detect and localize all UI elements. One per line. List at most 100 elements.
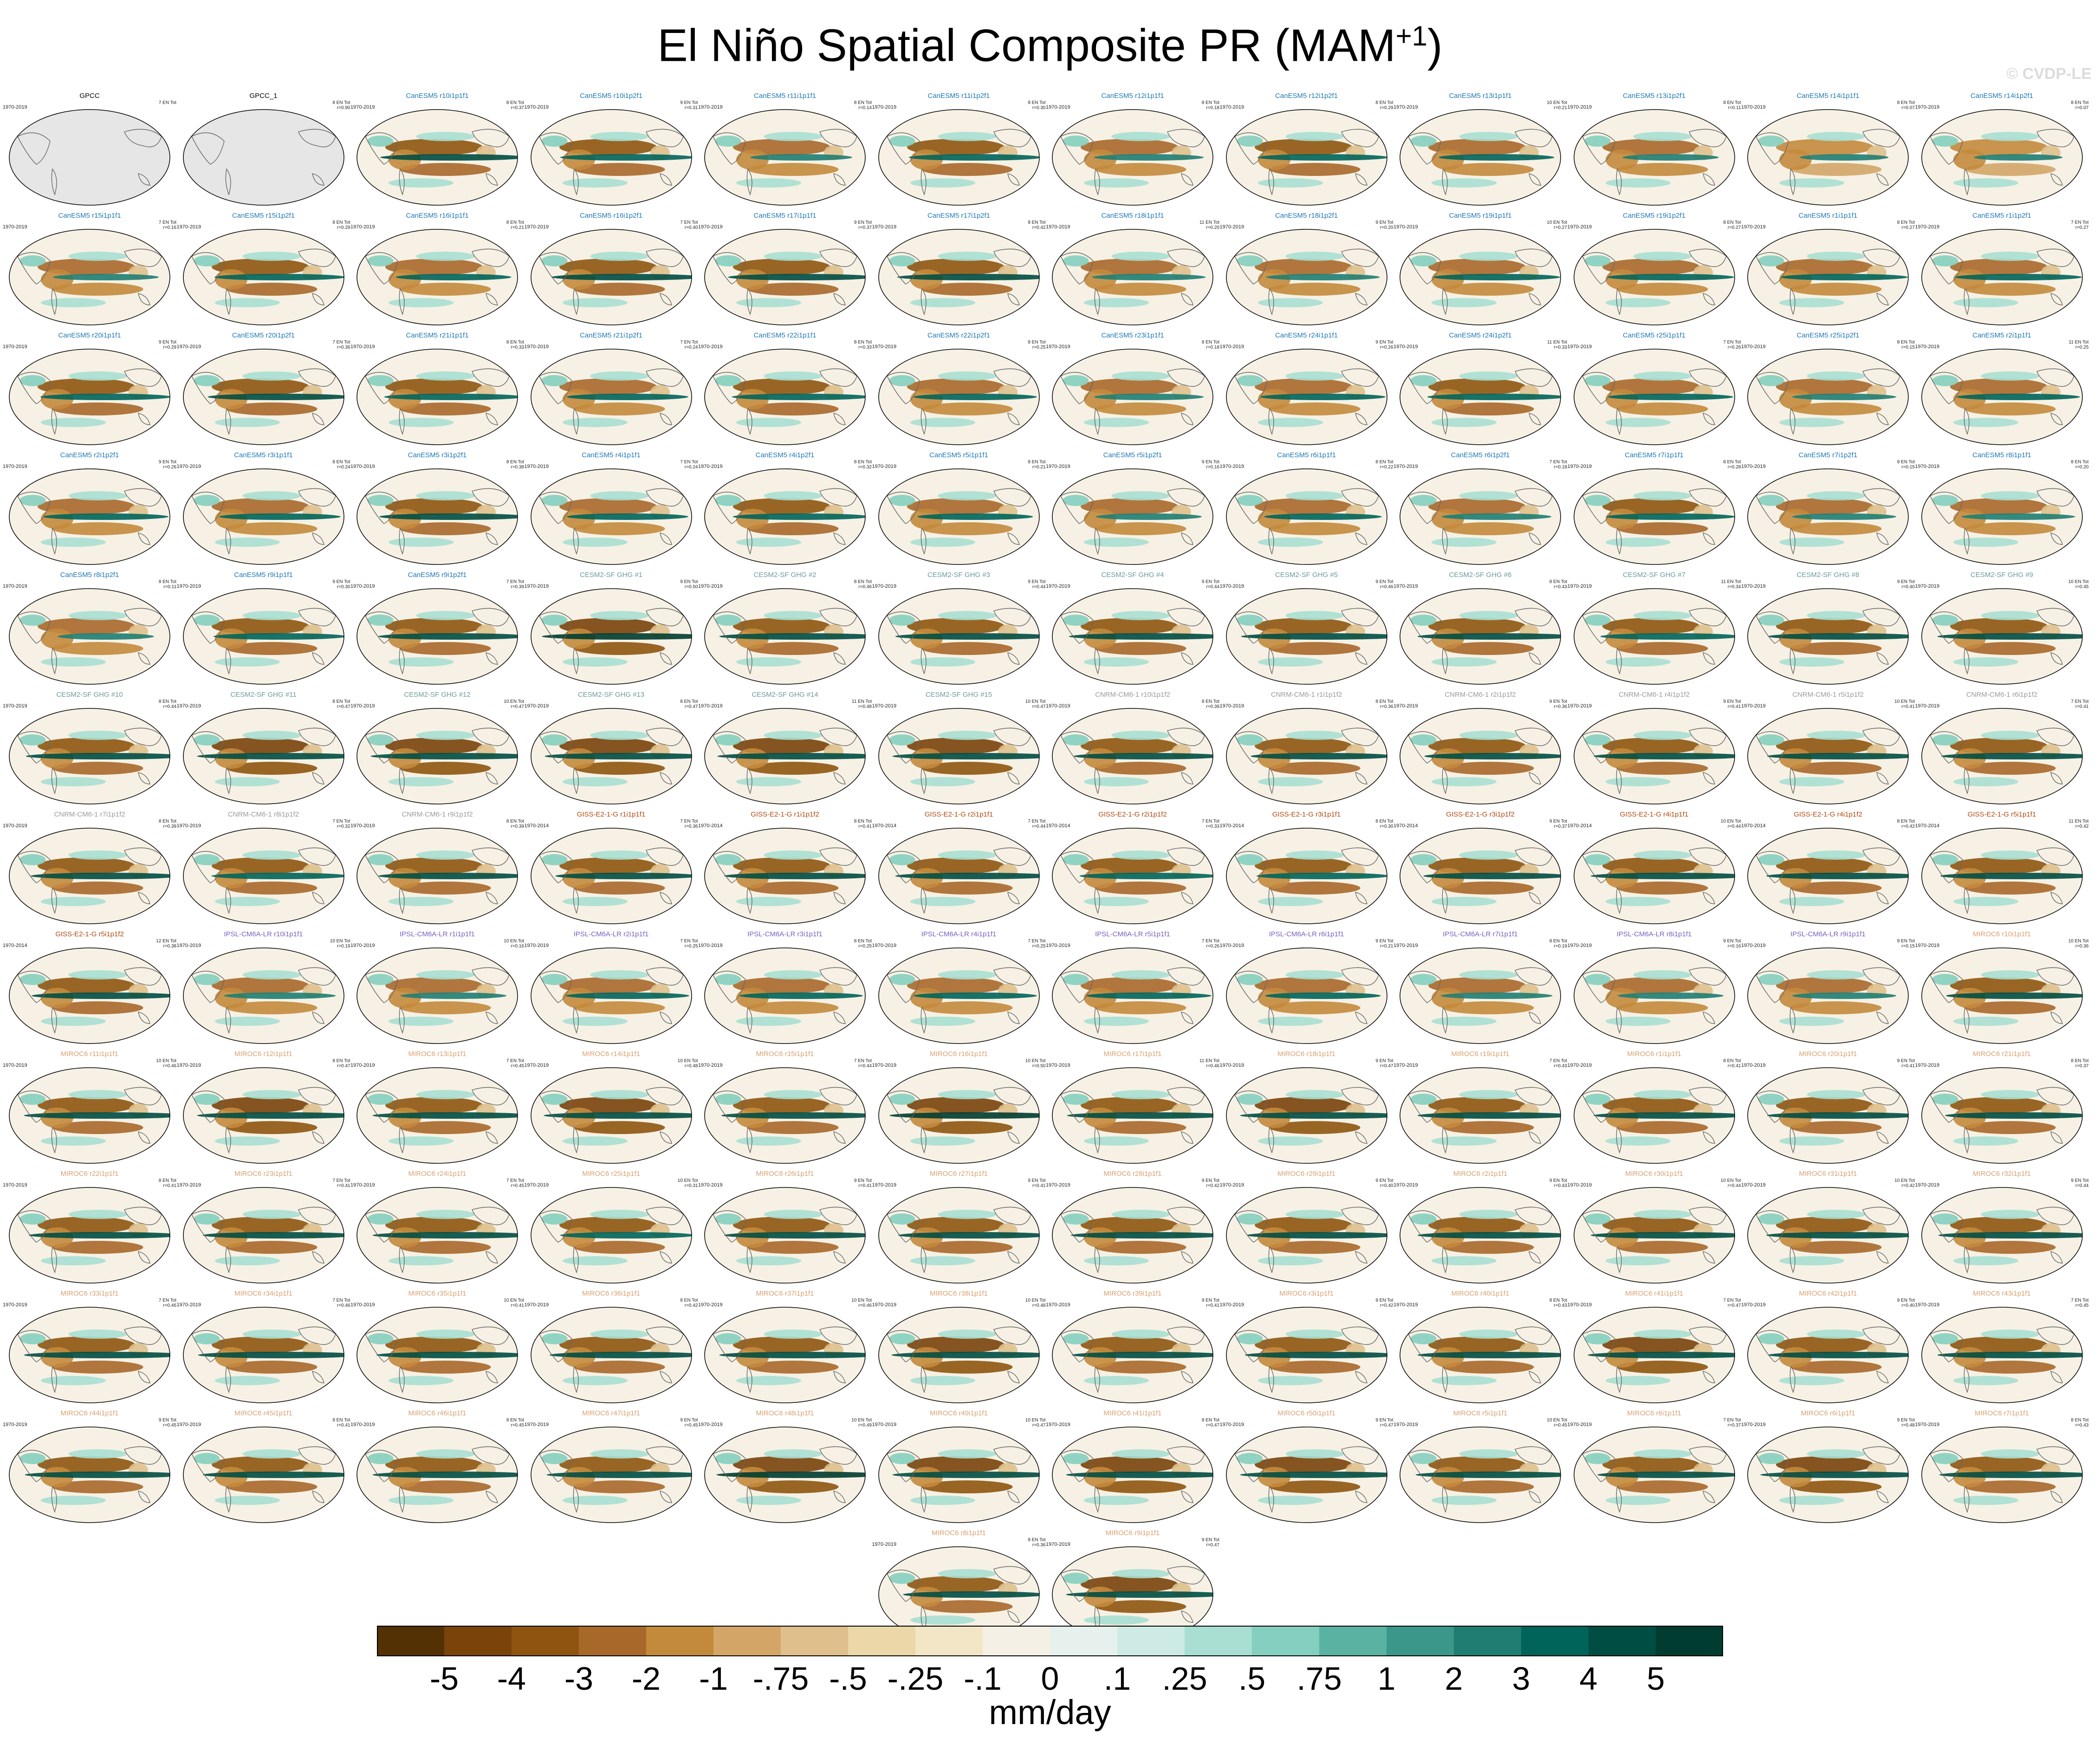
anomaly-region (41, 1376, 106, 1385)
anomaly-region (416, 1090, 475, 1099)
panel-years: 1970-2019 (698, 224, 723, 230)
panel-years: 1970-2019 (176, 943, 201, 948)
panel-stats: 10 EN Tot r=0.44 (1720, 1178, 1741, 1188)
panel-years: 1970-2019 (1046, 943, 1070, 948)
anomaly-region (1633, 132, 1692, 141)
map-border (182, 708, 344, 804)
map-border (1921, 1307, 2083, 1403)
panel-years: 1970-2019 (698, 703, 723, 709)
coastline (1408, 1446, 1553, 1513)
panel-stats: 8 EN Tot r=0.30 (1375, 819, 1394, 829)
panel-title: IPSL-CM6A-LR r10i1p1f1 (224, 931, 303, 938)
anomaly-region (1584, 1453, 1610, 1464)
map-panel: MIROC6 r6i1p1f1 1970-2019 7 EN Tot r=0.37 (1568, 1410, 1741, 1530)
coastline (1060, 967, 1205, 1034)
anomaly-region (400, 1121, 491, 1134)
panel-stats: 10 EN Tot r=0.45 (1547, 1418, 1567, 1428)
anomaly-region (546, 1472, 692, 1478)
anomaly-region (910, 1256, 975, 1265)
anomaly-region (389, 389, 421, 409)
anomaly-region (562, 657, 628, 667)
anomaly-region (370, 753, 518, 759)
map-plot (878, 1187, 1040, 1284)
anomaly-region (1964, 1480, 2055, 1493)
anomaly-region (1779, 178, 1844, 188)
anomaly-region (736, 988, 769, 1008)
map-panel: CanESM5 r8i1p2f1 1970-2019 8 EN Tot r=0.11 (3, 572, 176, 692)
panel-title: CanESM5 r2i1p1f1 (1972, 332, 2031, 339)
anomaly-region (242, 1449, 301, 1459)
anomaly-region (1944, 1112, 2082, 1119)
panel-stats: 10 EN Tot r=0.45 (2068, 579, 2089, 590)
map-plot (182, 1307, 344, 1403)
map-panel: CNRM-CM6-1 r6i1p1f2 1970-2019 7 EN Tot r=0… (1915, 692, 2089, 811)
panel-years: 1970-2019 (350, 1182, 375, 1188)
panel-title: MIROC6 r45i1p1f1 (234, 1410, 293, 1417)
colorbar-box (1117, 1626, 1185, 1656)
map-border (878, 468, 1040, 565)
panel-title: GISS-E2-1-G r5i1p1f2 (55, 931, 124, 938)
anomaly-region (562, 389, 595, 409)
colorbar-tick-label: -.5 (829, 1660, 867, 1697)
anomaly-region (764, 491, 823, 500)
map-plot (1921, 708, 2083, 804)
map-border (704, 947, 866, 1044)
anomaly-region (574, 283, 665, 296)
anomaly-region (1607, 274, 1734, 280)
coastline (365, 488, 510, 555)
anomaly-region (910, 1496, 975, 1505)
anomaly-region (214, 274, 344, 280)
anomaly-region (1605, 178, 1671, 188)
anomaly-region (736, 389, 769, 409)
map-border (1921, 468, 2083, 565)
panel-title: CanESM5 r3i1p1f1 (234, 452, 293, 459)
anomaly-region (1807, 491, 1866, 500)
coastline (191, 847, 336, 914)
panel-title: MIROC6 r5i1p1f1 (1453, 1410, 1508, 1417)
map-panel: CanESM5 r22i1p2f1 1970-2019 8 EN Tot r=0.2… (872, 332, 1046, 452)
anomaly-region (736, 1376, 801, 1385)
coastline (365, 1326, 510, 1394)
map-border (1225, 1307, 1387, 1403)
map-border (182, 349, 344, 445)
map-panel: CanESM5 r18i1p2f1 1970-2019 9 EN Tot r=0.2… (1220, 213, 1394, 332)
anomaly-region (1758, 615, 1784, 626)
panel-years: 1970-2014 (872, 823, 897, 829)
anomaly-region (562, 897, 628, 906)
anomaly-region (1410, 1213, 1437, 1225)
anomaly-region (226, 1241, 317, 1254)
anomaly-region (1605, 1256, 1671, 1265)
anomaly-region (380, 154, 518, 161)
panel-stats: 8 EN Tot r=0.25 (1028, 340, 1046, 350)
coastline (1060, 847, 1205, 914)
map-plot (1573, 708, 1735, 804)
panel-title: MIROC6 r36i1p1f1 (582, 1291, 641, 1297)
anomaly-region (1257, 154, 1387, 161)
colorbar-tick-label: -2 (631, 1660, 661, 1697)
map-panel: CanESM5 r20i1p2f1 1970-2019 7 EN Tot r=0.3… (177, 332, 350, 452)
panel-stats: 7 EN Tot r=0.24 (680, 340, 698, 350)
panel-years: 1970-2019 (1219, 344, 1244, 350)
panel-years: 1970-2019 (872, 344, 897, 350)
panel-stats: 8 EN Tot r=0.27 (1723, 220, 1741, 230)
map-border (1747, 468, 1909, 565)
panel-stats: 11 EN Tot r=0.33 (1547, 340, 1567, 350)
anomaly-region (889, 1453, 915, 1464)
map-plot (182, 1187, 344, 1284)
anomaly-region (378, 633, 518, 640)
anomaly-region (1063, 1094, 1089, 1105)
anomaly-region (590, 850, 648, 860)
coastline (1408, 967, 1553, 1034)
anomaly-region (1964, 642, 2055, 655)
anomaly-region (1095, 1241, 1186, 1254)
anomaly-region (194, 734, 220, 746)
panel-title: MIROC6 r9i1p1f1 (1105, 1530, 1160, 1537)
panel-years: 1970-2019 (1567, 464, 1592, 469)
map-panel: MIROC6 r2i1p1f1 1970-2019 9 EN Tot r=0.43 (1394, 1171, 1567, 1291)
colorbar-box (781, 1626, 848, 1656)
map-plot (1400, 229, 1561, 325)
map-plot (356, 1187, 518, 1284)
panel-stats: 7 EN Tot r=0.45 (506, 1178, 524, 1188)
anomaly-region (1095, 642, 1186, 655)
panel-stats: 8 EN Tot r=0.38 (506, 460, 524, 470)
